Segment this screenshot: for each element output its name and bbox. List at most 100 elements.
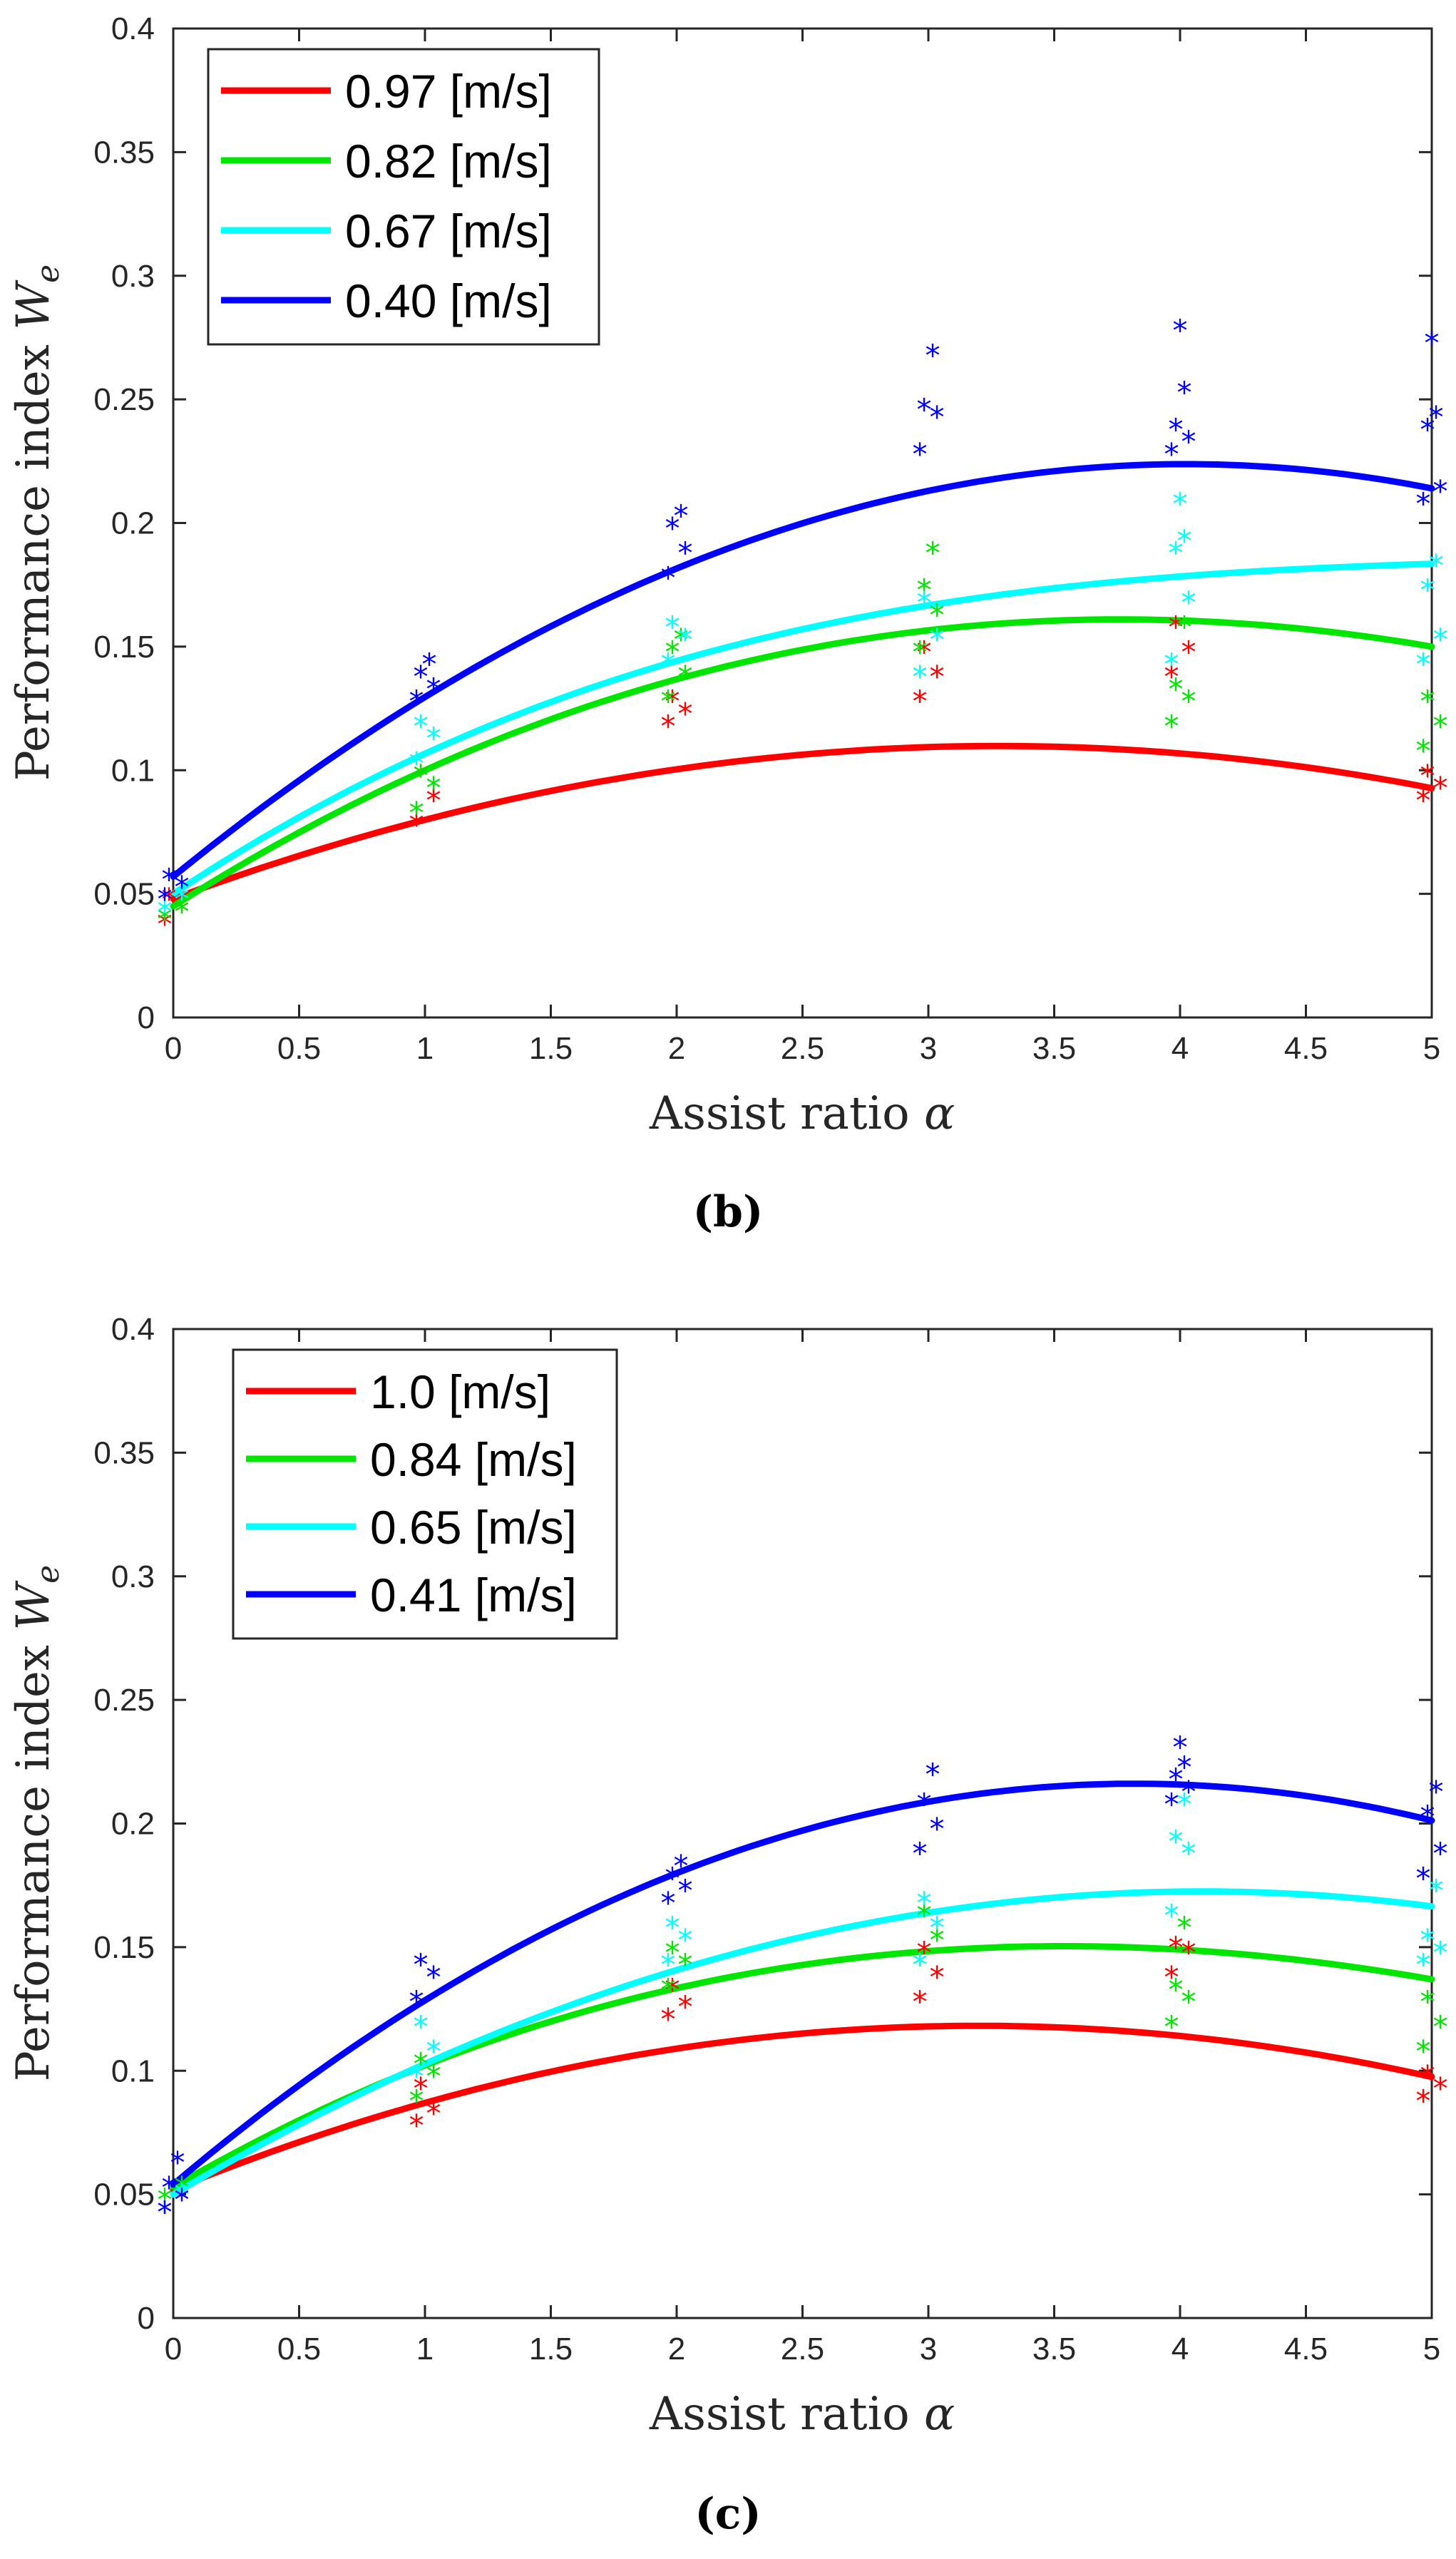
y-axis-title-c: Performance index We [7, 1565, 66, 2081]
data-point-0-65-m-s: * [414, 2009, 429, 2044]
data-point-0-82-m-s: * [1420, 684, 1435, 719]
data-point-0-41-m-s: * [1181, 1774, 1196, 1809]
y-tick-label: 0.25 [93, 1683, 155, 1718]
x-tick-label: 1.5 [529, 2332, 573, 2366]
data-point-0-40-m-s: * [1433, 473, 1448, 508]
x-axis-title-c: Assist ratio α [649, 2388, 955, 2441]
x-tick-label: 3 [920, 2332, 937, 2366]
data-point-0-65-m-s: * [158, 2195, 173, 2230]
data-point-0-97-m-s: * [414, 758, 429, 793]
data-point-0-65-m-s: * [409, 2058, 424, 2093]
data-point-0-67-m-s: * [1416, 647, 1431, 682]
data-point-1-0-m-s: * [1420, 2058, 1435, 2093]
data-point-0-82-m-s: * [1169, 672, 1184, 707]
data-point-0-65-m-s: * [1420, 1923, 1435, 1958]
data-point-0-40-m-s: * [422, 647, 437, 682]
data-point-0-97-m-s: * [175, 894, 190, 929]
data-point-0-67-m-s: * [1433, 622, 1448, 657]
data-point-0-67-m-s: * [1420, 573, 1435, 607]
data-point-0-67-m-s: * [678, 622, 693, 657]
data-point-0-41-m-s: * [170, 2145, 185, 2180]
data-point-0-41-m-s: * [1177, 1750, 1192, 1785]
data-point-0-84-m-s: * [1420, 1984, 1435, 2019]
data-point-0-65-m-s: * [661, 1947, 676, 1982]
data-point-0-84-m-s: * [661, 1972, 676, 2007]
y-tick-label: 0.3 [111, 259, 155, 294]
data-point-0-82-m-s: * [409, 795, 424, 830]
data-point-0-40-m-s: * [175, 869, 190, 904]
data-point-0-41-m-s: * [1420, 1799, 1435, 1834]
data-point-0-40-m-s: * [913, 436, 928, 471]
x-tick-label: 4 [1172, 1031, 1189, 1066]
y-tick-label: 0 [138, 2301, 155, 2336]
y-tick-label: 0.05 [93, 877, 155, 912]
y-tick-label: 0.4 [111, 1312, 155, 1347]
data-point-1-0-m-s: * [913, 1984, 928, 2019]
data-point-0-40-m-s: * [1164, 436, 1179, 471]
data-point-0-40-m-s: * [661, 560, 676, 595]
y-tick-label: 0.4 [111, 11, 155, 46]
panel-caption-c: (c) [694, 2489, 761, 2539]
data-point-1-0-m-s: * [678, 1989, 693, 2024]
chart-panel-b: 0 0.5 1 1.5 2 2.5 3 3.5 4 4.5 5 0 0.05 0.1 0.15 0.2 0.25… [7, 11, 1448, 1237]
x-tick-label: 0.5 [277, 2332, 321, 2366]
data-point-0-40-m-s: * [1177, 375, 1192, 410]
data-point-0-40-m-s: * [678, 535, 693, 570]
data-point-1-0-m-s: * [1433, 2071, 1448, 2106]
data-point-0-65-m-s: * [913, 1947, 928, 1982]
data-point-0-97-m-s: * [162, 882, 177, 917]
legend-b: 0.97 [m/s] 0.82 [m/s] 0.67 [m/s] 0.40 [m/s] [207, 48, 600, 346]
legend-c: 1.0 [m/s] 0.84 [m/s] 0.65 [m/s] 0.41 [m/s] [232, 1348, 618, 1640]
data-point-1-0-m-s: * [1181, 1935, 1196, 1970]
data-point-0-40-m-s: * [1420, 412, 1435, 447]
data-point-0-40-m-s: * [930, 399, 945, 434]
data-point-0-67-m-s: * [414, 709, 429, 744]
data-point-0-65-m-s: * [175, 2178, 190, 2212]
data-point-0-67-m-s: * [1429, 548, 1444, 583]
data-point-0-65-m-s: * [930, 1910, 945, 1945]
data-point-0-40-m-s: * [1169, 412, 1184, 447]
data-point-1-0-m-s: * [661, 2001, 676, 2036]
data-point-0-65-m-s: * [1433, 1935, 1448, 1970]
data-point-0-41-m-s: * [1416, 1861, 1431, 1896]
data-point-0-84-m-s: * [1169, 1972, 1184, 2007]
data-point-0-41-m-s: * [414, 1947, 429, 1982]
data-point-0-97-m-s: * [665, 684, 680, 719]
data-point-0-41-m-s: * [1169, 1762, 1184, 1797]
data-point-0-82-m-s: * [674, 622, 689, 657]
data-point-0-41-m-s: * [661, 1886, 676, 1921]
data-point-0-97-m-s: * [1164, 660, 1179, 694]
data-point-0-97-m-s: * [426, 783, 441, 818]
data-point-0-82-m-s: * [426, 771, 441, 806]
data-point-1-0-m-s: * [414, 2071, 429, 2106]
x-tick-label: 1 [416, 2332, 434, 2366]
x-tick-label: 2.5 [781, 1031, 824, 1066]
legend-label-0-82-m-s: 0.82 [m/s] [345, 135, 552, 188]
data-point-0-67-m-s: * [158, 894, 173, 929]
chart-panel-c: 0 0.5 1 1.5 2 2.5 3 3.5 4 4.5 5 0 0.05 0.1 0.15 0.2 0.25… [7, 1312, 1448, 2539]
data-point-0-41-m-s: * [426, 1960, 441, 1995]
data-point-0-67-m-s: * [1181, 585, 1196, 620]
data-point-0-97-m-s: * [917, 635, 932, 670]
y-tick-label: 0.05 [93, 2178, 155, 2212]
data-point-0-97-m-s: * [409, 808, 424, 843]
y-axis-title-b: Performance index We [7, 265, 66, 781]
y-tick-label: 0.35 [93, 135, 155, 170]
y-tick-label: 0.3 [111, 1559, 155, 1594]
data-point-0-84-m-s: * [175, 2170, 190, 2205]
data-point-0-84-m-s: * [665, 1935, 680, 1970]
y-tick-label: 0.1 [111, 753, 155, 788]
data-point-0-82-m-s: * [158, 901, 173, 936]
x-tick-label: 0 [165, 1031, 182, 1066]
y-tick-label: 0.35 [93, 1435, 155, 1470]
data-point-0-82-m-s: * [1416, 734, 1431, 769]
data-point-1-0-m-s: * [175, 2183, 190, 2217]
x-tick-label: 2 [668, 1031, 685, 1066]
x-tick-label: 1.5 [529, 1031, 573, 1066]
data-point-0-82-m-s: * [1177, 610, 1192, 645]
data-point-0-41-m-s: * [1164, 1787, 1179, 1822]
legend-label-0-67-m-s: 0.67 [m/s] [345, 205, 552, 257]
data-point-0-40-m-s: * [674, 498, 689, 533]
data-point-0-65-m-s: * [1416, 1947, 1431, 1982]
